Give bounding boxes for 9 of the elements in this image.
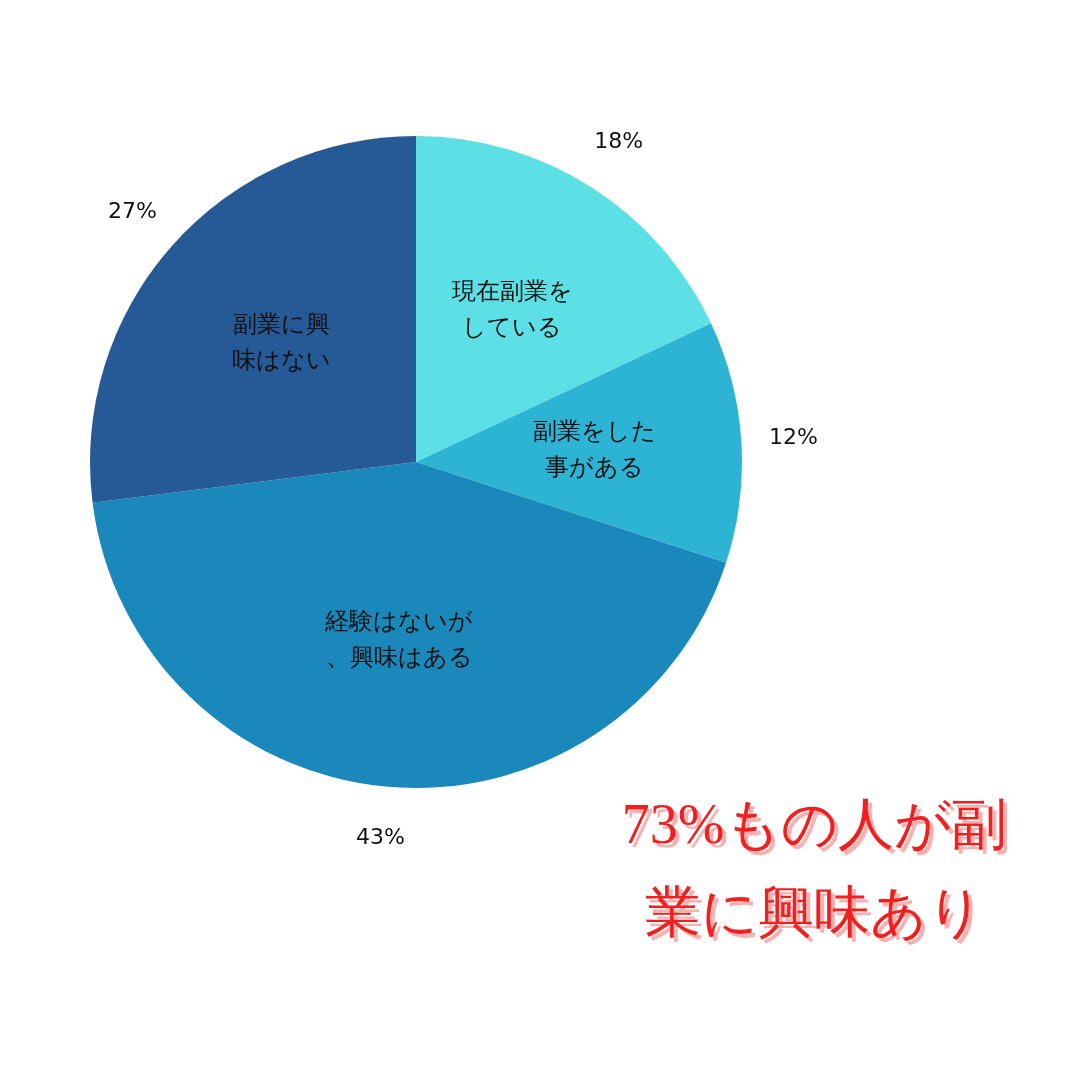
data-label: 12% (768, 423, 818, 449)
data-label: 27% (107, 197, 157, 223)
data-label: 43% (355, 824, 405, 850)
slice-label: 経験はないが、興味はある (324, 606, 474, 671)
slice-label: 副業に興味はない (232, 309, 332, 374)
data-label: 18% (594, 128, 644, 154)
text: 73%もの人が副業に興味あり (620, 792, 1009, 945)
slice-label: 現在副業をしている (451, 276, 573, 341)
slice-label: 副業をした事がある (533, 416, 657, 481)
